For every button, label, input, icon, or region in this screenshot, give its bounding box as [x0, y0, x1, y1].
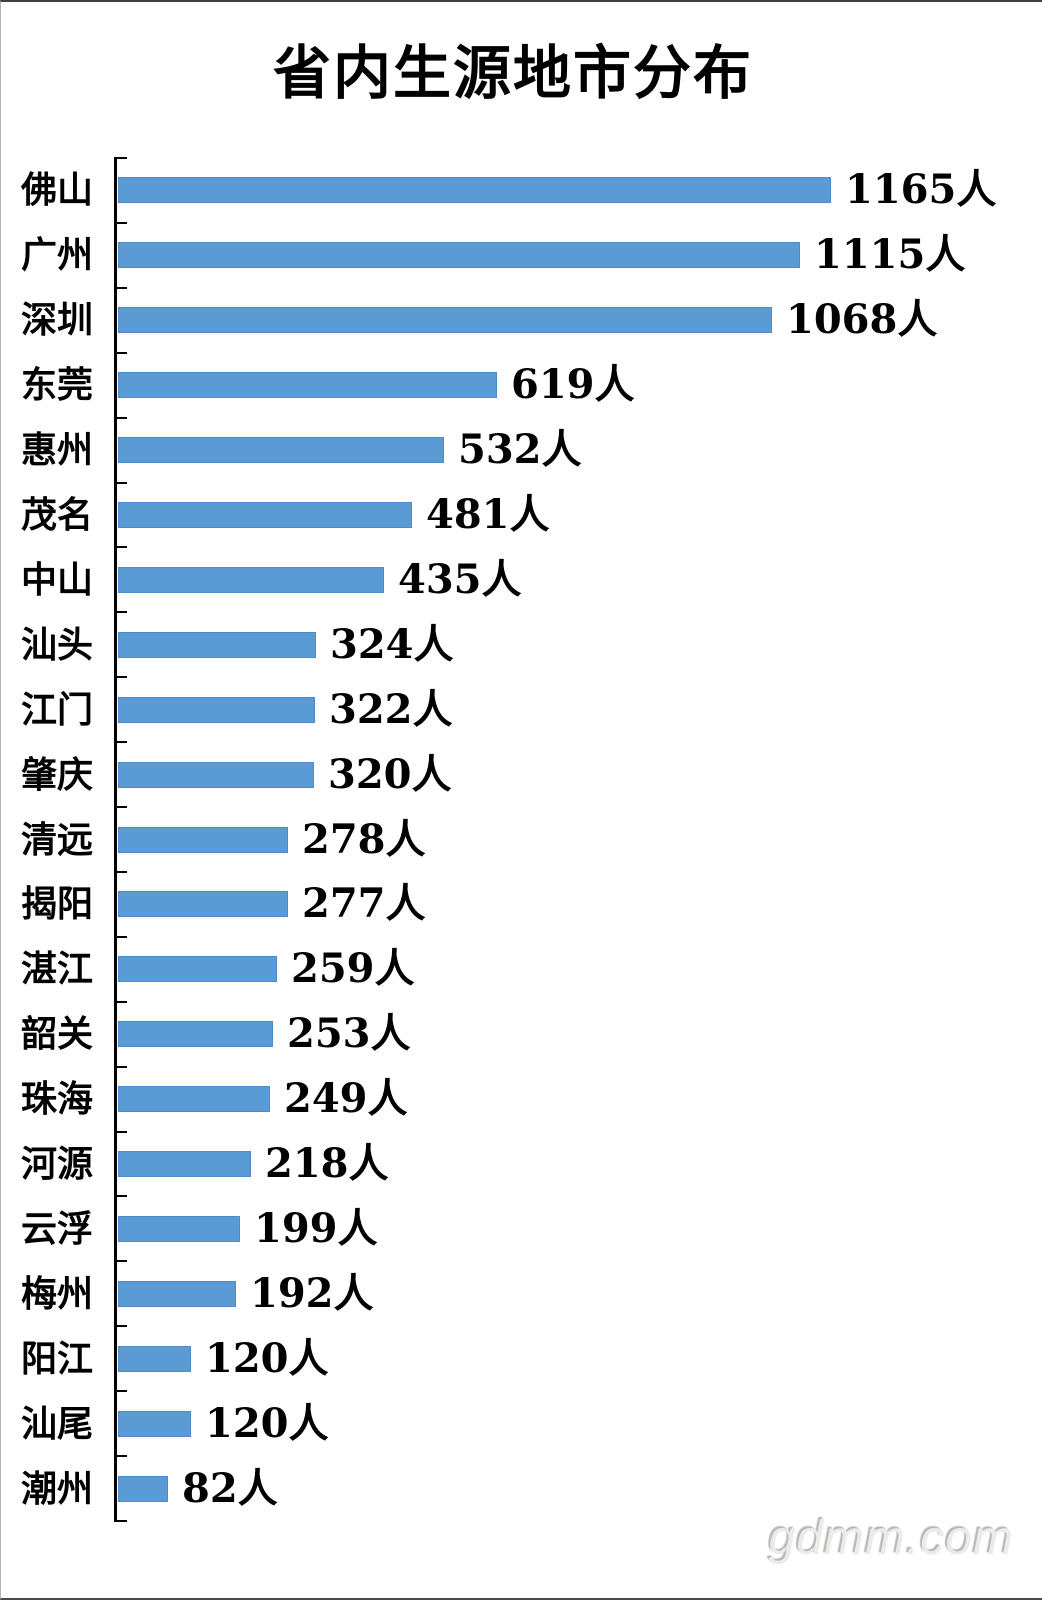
bar: [118, 1346, 191, 1372]
value-label: 120人: [205, 1400, 329, 1447]
bar: [118, 891, 288, 917]
value-label: 435人: [398, 556, 522, 603]
category-label: 珠海: [20, 1078, 93, 1120]
bar: [118, 1086, 270, 1112]
y-axis-tick: [114, 482, 127, 484]
value-label: 532人: [458, 426, 582, 473]
value-label: 1165人: [845, 166, 997, 213]
value-label: 259人: [291, 945, 415, 992]
value-label: 324人: [330, 621, 454, 668]
category-label: 肇庆: [20, 754, 93, 796]
y-axis-tick: [114, 1195, 127, 1197]
category-label: 惠州: [20, 429, 93, 471]
category-label: 云浮: [20, 1208, 93, 1250]
category-label: 潮州: [20, 1468, 93, 1510]
y-axis-tick: [114, 1325, 127, 1327]
y-axis-tick: [114, 741, 127, 743]
value-label: 249人: [284, 1075, 408, 1122]
category-label: 河源: [20, 1143, 93, 1185]
bar: [118, 567, 384, 593]
category-label: 中山: [20, 559, 93, 601]
bar: [118, 762, 314, 788]
y-axis-line: [114, 158, 117, 1521]
value-label: 192人: [250, 1270, 374, 1317]
y-axis-tick: [114, 157, 127, 159]
bar: [118, 1216, 240, 1242]
bar: [118, 697, 315, 723]
value-label: 619人: [511, 361, 635, 408]
category-label: 深圳: [20, 299, 93, 341]
y-axis-tick: [114, 287, 127, 289]
y-axis-tick: [114, 676, 127, 678]
category-label: 东莞: [20, 364, 93, 406]
category-label: 江门: [20, 689, 93, 731]
y-axis-tick: [114, 936, 127, 938]
y-axis-tick: [114, 1066, 127, 1068]
value-label: 253人: [287, 1010, 411, 1057]
value-label: 199人: [254, 1205, 378, 1252]
y-axis-tick: [114, 1001, 127, 1003]
bar: [118, 1281, 236, 1307]
y-axis-tick: [114, 546, 127, 548]
value-label: 1115人: [814, 231, 966, 278]
bar: [118, 1151, 251, 1177]
bar: [118, 372, 497, 398]
bar: [118, 307, 772, 333]
chart-title: 省内生源地市分布: [272, 39, 753, 107]
y-axis-tick: [114, 222, 127, 224]
value-label: 120人: [205, 1335, 329, 1382]
bar: [118, 632, 316, 658]
value-label: 322人: [329, 686, 453, 733]
category-label: 阳江: [20, 1338, 93, 1380]
bar: [118, 1411, 191, 1437]
category-label: 广州: [20, 234, 93, 276]
value-label: 481人: [426, 491, 550, 538]
bar: [118, 502, 412, 528]
y-axis-tick: [114, 1390, 127, 1392]
category-label: 揭阳: [20, 883, 93, 925]
y-axis-tick: [114, 1131, 127, 1133]
category-label: 梅州: [20, 1273, 93, 1315]
category-label: 湛江: [20, 948, 93, 990]
bar: [118, 1476, 168, 1502]
bar: [118, 177, 831, 203]
y-axis-tick: [114, 1520, 127, 1522]
value-label: 218人: [265, 1140, 389, 1187]
y-axis-tick: [114, 1455, 127, 1457]
category-label: 清远: [20, 819, 93, 861]
value-label: 320人: [328, 751, 452, 798]
y-axis-tick: [114, 417, 127, 419]
value-label: 1068人: [786, 296, 938, 343]
y-axis-tick: [114, 806, 127, 808]
bar: [118, 1021, 273, 1047]
category-label: 汕头: [20, 624, 93, 666]
value-label: 277人: [302, 880, 426, 927]
y-axis-tick: [114, 871, 127, 873]
bar: [118, 956, 277, 982]
value-label: 82人: [182, 1465, 278, 1512]
y-axis-tick: [114, 611, 127, 613]
y-axis-tick: [114, 352, 127, 354]
category-label: 佛山: [20, 169, 93, 211]
category-label: 汕尾: [20, 1403, 93, 1445]
value-label: 278人: [302, 816, 426, 863]
bar: [118, 827, 288, 853]
bar: [118, 242, 800, 268]
y-axis-tick: [114, 1260, 127, 1262]
bar: [118, 437, 444, 463]
category-label: 茂名: [20, 494, 93, 536]
watermark: gdmm.com: [768, 1512, 1014, 1565]
category-label: 韶关: [20, 1013, 93, 1055]
